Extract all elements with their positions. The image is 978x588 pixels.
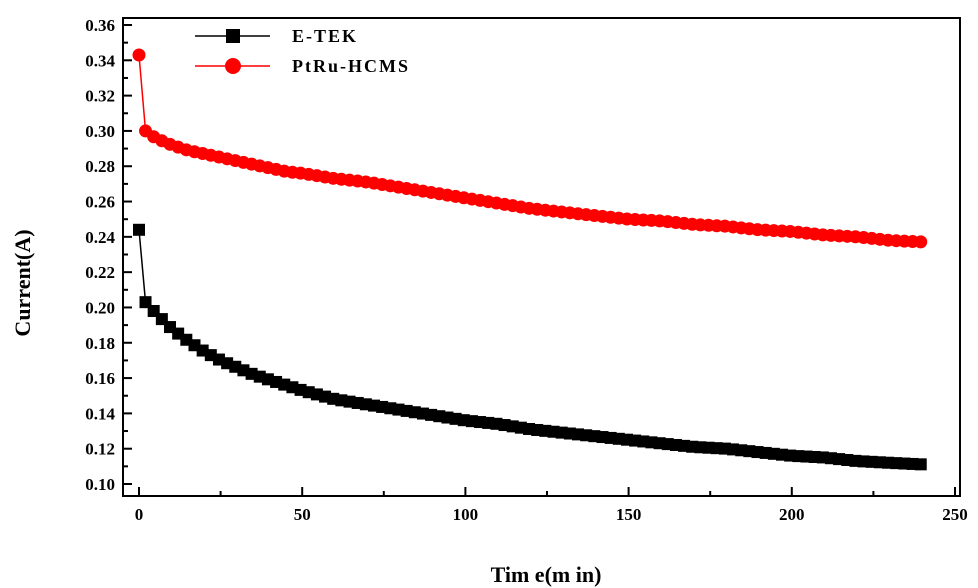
legend-marker <box>226 29 240 43</box>
data-point <box>914 235 928 249</box>
plot-border <box>122 17 961 497</box>
y-tick-label: 0.34 <box>85 51 115 70</box>
legend-marker <box>225 58 241 74</box>
x-tick-label: 200 <box>779 505 805 524</box>
y-tick-label: 0.20 <box>85 298 115 317</box>
series-line <box>138 54 926 243</box>
y-tick-label: 0.14 <box>85 404 115 423</box>
legend-label: PtRu-HCMS <box>292 56 410 76</box>
legend: E-TEK PtRu-HCMS <box>195 26 410 76</box>
x-tick-label: 100 <box>453 505 479 524</box>
y-tick-label: 0.18 <box>85 334 115 353</box>
x-axis-ticks: 0 50 100 150 200 250 <box>135 487 968 524</box>
y-tick-label: 0.30 <box>85 122 115 141</box>
series-layer <box>132 48 928 471</box>
y-tick-label: 0.16 <box>85 369 115 388</box>
y-axis-title: Current(A) <box>10 229 35 336</box>
x-tick-label: 0 <box>135 505 144 524</box>
data-point <box>132 48 146 62</box>
y-axis-ticks: 0.10 0.12 0.14 0.16 0.18 0.20 0.22 0.24 0.26 0.28… <box>85 16 132 494</box>
legend-item: PtRu-HCMS <box>195 56 410 76</box>
data-point <box>914 458 927 471</box>
x-tick-label: 50 <box>294 505 311 524</box>
series-ptru-hcms <box>132 48 928 249</box>
y-tick-label: 0.28 <box>85 157 115 176</box>
x-tick-label: 250 <box>942 505 968 524</box>
y-tick-label: 0.36 <box>85 16 115 35</box>
y-tick-label: 0.10 <box>85 475 115 494</box>
y-tick-label: 0.12 <box>85 440 115 459</box>
y-tick-label: 0.22 <box>85 263 115 282</box>
y-tick-label: 0.26 <box>85 193 115 212</box>
plot-frame <box>122 17 961 497</box>
legend-label: E-TEK <box>292 26 358 46</box>
series-e-tek <box>133 223 927 471</box>
x-tick-label: 150 <box>616 505 642 524</box>
data-point <box>133 223 145 236</box>
legend-item: E-TEK <box>195 26 358 46</box>
x-axis-title: Tim e(m in) <box>491 562 602 587</box>
y-tick-label: 0.24 <box>85 228 115 247</box>
y-tick-label: 0.32 <box>85 87 115 106</box>
